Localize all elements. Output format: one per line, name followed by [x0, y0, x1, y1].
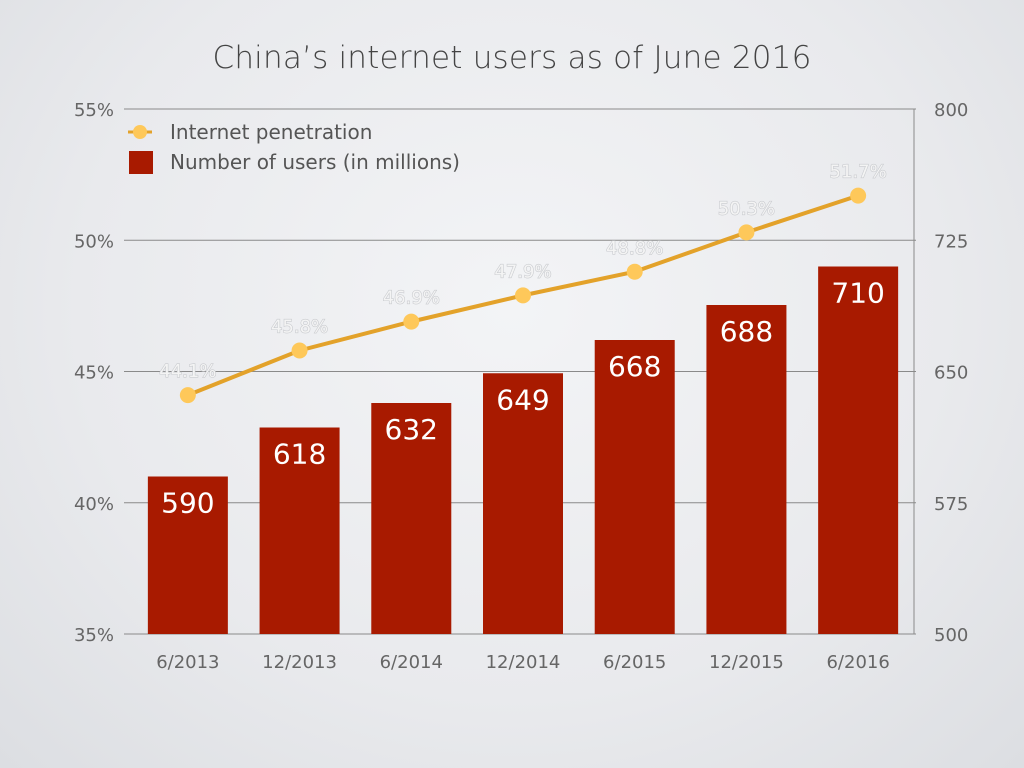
left-axis-tick: 35%	[74, 625, 114, 646]
bar-value-label: 632	[385, 413, 438, 446]
penetration-marker	[403, 313, 420, 330]
legend-label-penetration: Internet penetration	[170, 120, 372, 144]
x-axis-category: 6/2013	[156, 652, 219, 673]
x-axis-category: 12/2014	[486, 652, 561, 673]
penetration-value-label: 45.8%	[271, 317, 328, 338]
right-axis-tick: 575	[934, 494, 968, 515]
penetration-value-label: 47.9%	[494, 261, 551, 282]
penetration-value-label: 46.9%	[383, 288, 440, 309]
right-axis-tick: 725	[934, 231, 968, 252]
left-axis-tick: 55%	[74, 100, 114, 121]
bar-users	[147, 476, 228, 634]
bar-value-label: 668	[608, 350, 661, 383]
penetration-marker	[626, 263, 643, 280]
penetration-value-label: 51.7%	[830, 162, 887, 183]
bar-users	[259, 427, 340, 634]
right-axis-tick: 500	[934, 625, 968, 646]
x-axis-category: 12/2013	[262, 652, 337, 673]
chart-title: China’s internet users as of June 2016	[212, 40, 812, 76]
bar-value-label: 590	[161, 487, 214, 520]
penetration-value-label: 44.1%	[159, 361, 216, 382]
penetration-marker	[850, 187, 867, 204]
bar-users	[818, 266, 899, 634]
bar-users	[594, 340, 675, 634]
bar-value-label: 688	[720, 315, 773, 348]
legend-label-users: Number of users (in millions)	[170, 150, 460, 174]
bar-value-label: 710	[831, 277, 884, 310]
bar-value-label: 649	[496, 383, 549, 416]
penetration-value-label: 48.8%	[606, 238, 663, 259]
penetration-value-label: 50.3%	[718, 198, 775, 219]
bar-swatch-icon	[129, 151, 153, 174]
bar-users	[483, 373, 563, 634]
left-axis-tick: 40%	[74, 494, 114, 515]
x-axis-category: 6/2016	[826, 652, 889, 673]
x-axis-category: 12/2015	[709, 652, 784, 673]
right-axis-tick: 800	[934, 100, 968, 121]
penetration-marker	[515, 287, 531, 304]
x-axis-category: 6/2014	[380, 652, 443, 673]
bar-value-label: 618	[273, 438, 326, 471]
left-axis-tick: 45%	[74, 363, 114, 384]
bar-users	[371, 403, 452, 634]
left-axis-tick: 50%	[74, 231, 114, 252]
penetration-marker	[291, 342, 308, 359]
line-marker-icon	[133, 125, 147, 139]
penetration-marker	[179, 387, 196, 404]
bar-users	[706, 305, 787, 634]
x-axis-category: 6/2015	[603, 652, 666, 673]
penetration-marker	[738, 224, 755, 241]
right-axis-tick: 650	[934, 363, 968, 384]
